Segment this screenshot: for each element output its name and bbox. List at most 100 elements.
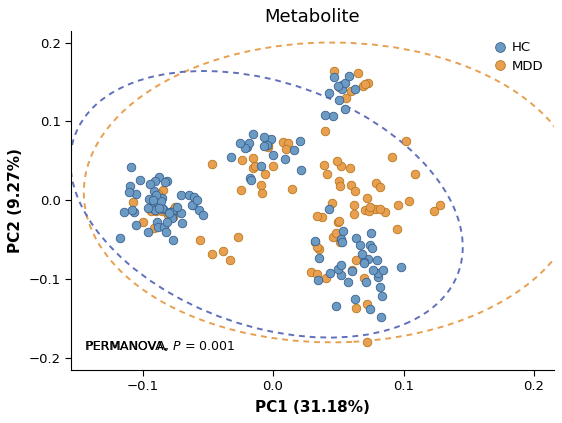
HC xyxy=(345,72,353,79)
HC xyxy=(168,215,177,222)
MDD xyxy=(401,138,410,145)
HC xyxy=(169,236,178,243)
HC xyxy=(152,192,161,198)
MDD xyxy=(312,212,321,219)
MDD xyxy=(283,139,292,146)
HC xyxy=(368,245,377,252)
HC xyxy=(125,188,134,195)
MDD xyxy=(375,184,384,190)
MDD xyxy=(170,204,179,211)
MDD xyxy=(346,165,355,171)
MDD xyxy=(195,236,204,243)
MDD xyxy=(261,171,270,178)
MDD xyxy=(360,207,369,214)
HC xyxy=(167,210,176,217)
HC xyxy=(160,224,169,231)
HC xyxy=(153,219,162,225)
HC xyxy=(289,147,298,154)
HC xyxy=(348,267,357,274)
Text: PERMANOVA, $P$ = 0.001: PERMANOVA, $P$ = 0.001 xyxy=(85,339,235,353)
MDD xyxy=(321,275,330,281)
HC xyxy=(120,209,129,215)
MDD xyxy=(405,198,414,205)
MDD xyxy=(351,305,360,311)
MDD xyxy=(207,251,216,258)
HC xyxy=(150,206,159,213)
HC xyxy=(144,204,153,211)
HC xyxy=(155,174,164,181)
MDD xyxy=(207,160,216,167)
MDD xyxy=(310,239,319,246)
HC xyxy=(351,296,360,303)
HC xyxy=(296,138,305,145)
MDD xyxy=(329,68,338,75)
HC xyxy=(190,194,199,201)
HC xyxy=(165,209,174,215)
MDD xyxy=(258,190,267,197)
Title: Metabolite: Metabolite xyxy=(264,8,360,26)
HC xyxy=(151,177,160,184)
MDD xyxy=(370,206,379,212)
MDD xyxy=(392,226,401,233)
HC xyxy=(338,239,347,245)
HC xyxy=(337,262,346,269)
MDD xyxy=(436,201,445,208)
MDD xyxy=(346,181,355,188)
MDD xyxy=(264,142,273,148)
HC xyxy=(360,259,369,266)
Text: PERMANOVA,: PERMANOVA, xyxy=(85,340,172,353)
HC xyxy=(280,155,289,162)
HC xyxy=(334,266,343,272)
HC xyxy=(155,205,164,212)
MDD xyxy=(332,158,341,165)
MDD xyxy=(169,213,178,220)
MDD xyxy=(352,256,361,263)
HC xyxy=(131,190,140,197)
MDD xyxy=(336,239,345,246)
MDD xyxy=(329,233,338,240)
MDD xyxy=(169,206,178,213)
HC xyxy=(157,205,166,212)
HC xyxy=(173,203,182,210)
HC xyxy=(343,278,352,285)
HC xyxy=(269,151,278,158)
HC xyxy=(126,164,135,171)
HC xyxy=(146,181,155,187)
HC xyxy=(146,205,155,212)
HC xyxy=(297,167,306,173)
MDD xyxy=(334,178,343,184)
MDD xyxy=(353,69,362,76)
MDD xyxy=(375,206,384,212)
HC xyxy=(165,209,174,216)
MDD xyxy=(349,202,358,209)
HC xyxy=(379,266,388,273)
X-axis label: PC1 (31.18%): PC1 (31.18%) xyxy=(255,400,370,415)
HC xyxy=(366,229,375,236)
HC xyxy=(357,250,366,257)
MDD xyxy=(152,207,161,214)
MDD xyxy=(318,214,327,220)
HC xyxy=(260,143,269,149)
HC xyxy=(336,235,345,242)
HC xyxy=(369,267,378,274)
HC xyxy=(365,305,374,312)
HC xyxy=(328,113,337,120)
HC xyxy=(244,140,253,147)
MDD xyxy=(346,87,355,94)
MDD xyxy=(362,339,371,346)
MDD xyxy=(364,80,373,87)
MDD xyxy=(365,203,374,210)
MDD xyxy=(387,154,396,161)
MDD xyxy=(282,146,291,153)
HC xyxy=(188,201,197,208)
MDD xyxy=(410,170,419,177)
HC xyxy=(246,176,255,183)
MDD xyxy=(147,207,156,214)
HC xyxy=(246,175,255,181)
MDD xyxy=(315,246,324,253)
Y-axis label: PC2 (9.27%): PC2 (9.27%) xyxy=(8,148,24,253)
HC xyxy=(125,183,134,190)
HC xyxy=(324,90,333,96)
HC xyxy=(242,143,251,150)
HC xyxy=(177,192,186,199)
